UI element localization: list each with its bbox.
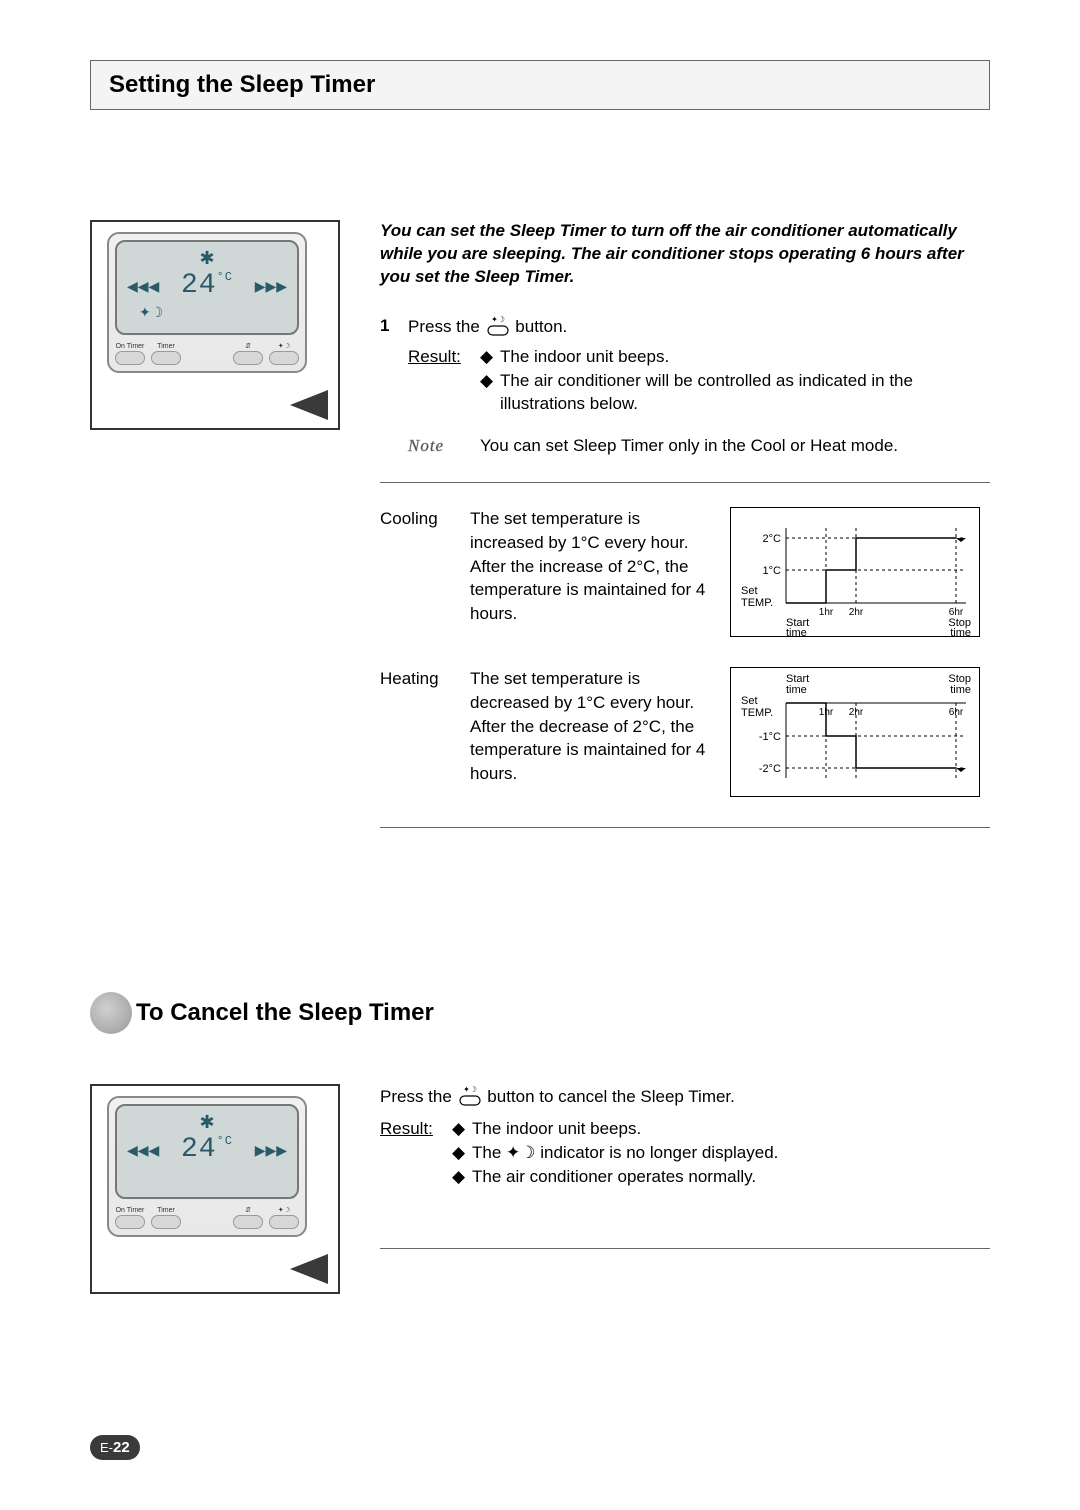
sleep-button-icon: ✦☽ bbox=[485, 314, 511, 341]
result-bullet-1: ◆ The indoor unit beeps. bbox=[480, 345, 990, 369]
svg-text:-1°C: -1°C bbox=[759, 731, 781, 743]
remote-illustration-2: ✱ ◀◀◀ 24°C ▶▶▶ On Timer Timer bbox=[90, 1084, 340, 1294]
sleep-button-icon-2: ✦☽ bbox=[457, 1084, 483, 1111]
svg-text:TEMP.: TEMP. bbox=[741, 707, 773, 719]
title-cancel: To Cancel the Sleep Timer bbox=[136, 999, 434, 1027]
pointer-arrow-icon-2 bbox=[290, 1254, 328, 1284]
svg-text:time: time bbox=[950, 627, 971, 638]
sleep-indicator-icon: ✦☽ bbox=[139, 304, 163, 321]
svg-text:✦☽: ✦☽ bbox=[463, 1085, 477, 1094]
cancel-result-2: ◆ The ✦☽ indicator is no longer displaye… bbox=[452, 1141, 990, 1165]
cancel-result-3: ◆ The air conditioner operates normally. bbox=[452, 1165, 990, 1189]
sleep-indicator-inline-icon: ✦☽ bbox=[506, 1143, 535, 1162]
note-label: Note bbox=[408, 434, 472, 458]
snowflake-icon: ✱ bbox=[199, 248, 214, 269]
remote-illustration-1: ✱ ◀◀◀ 24°C ▶▶▶ ✦☽ On Timer bbox=[90, 220, 340, 430]
sleep-button bbox=[269, 351, 299, 365]
swing-button bbox=[233, 351, 263, 365]
svg-text:6hr: 6hr bbox=[949, 707, 964, 718]
svg-text:time: time bbox=[786, 684, 807, 696]
heating-chart: Start time Stop time 1hr 2hr 6hr Set TEM… bbox=[730, 667, 980, 797]
decorative-dot-icon bbox=[90, 992, 132, 1034]
fan-right-icon-2: ▶▶▶ bbox=[255, 1142, 287, 1159]
pointer-arrow-icon bbox=[290, 390, 328, 420]
lcd-temp-2: 24°C bbox=[181, 1134, 233, 1165]
svg-text:2°C: 2°C bbox=[763, 533, 782, 545]
cancel-result-label: Result: bbox=[380, 1117, 444, 1188]
svg-text:2hr: 2hr bbox=[849, 707, 864, 718]
separator-3 bbox=[380, 1248, 990, 1249]
snowflake-icon-2: ✱ bbox=[199, 1112, 214, 1133]
step-1-text: Press the ✦☽ button. bbox=[408, 314, 990, 341]
lcd-temp: 24°C bbox=[181, 270, 233, 301]
sleep-btn-icon-small: ✦☽ bbox=[269, 343, 299, 351]
separator bbox=[380, 482, 990, 483]
step-number-1: 1 bbox=[380, 314, 394, 338]
btn-timer-label: Timer bbox=[151, 343, 181, 351]
swing-icon: ⇵ bbox=[233, 343, 263, 351]
timer-button-2 bbox=[151, 1215, 181, 1229]
cooling-label: Cooling bbox=[380, 507, 450, 531]
svg-text:1hr: 1hr bbox=[819, 607, 834, 618]
swing-button-2 bbox=[233, 1215, 263, 1229]
svg-text:TEMP.: TEMP. bbox=[741, 597, 773, 609]
separator-2 bbox=[380, 827, 990, 828]
cooling-chart: 2°C 1°C Set TEMP. 1hr 2hr 6hr Start time… bbox=[730, 507, 980, 637]
sleep-button-2 bbox=[269, 1215, 299, 1229]
svg-text:Set: Set bbox=[741, 695, 758, 707]
btn-on-timer-label: On Timer bbox=[115, 343, 145, 351]
cancel-result-1: ◆ The indoor unit beeps. bbox=[452, 1117, 990, 1141]
svg-text:2hr: 2hr bbox=[849, 607, 864, 618]
svg-text:1hr: 1hr bbox=[819, 707, 834, 718]
fan-left-icon: ◀◀◀ bbox=[127, 278, 159, 295]
fan-right-icon: ▶▶▶ bbox=[255, 278, 287, 295]
svg-text:time: time bbox=[786, 627, 807, 638]
result-bullet-2: ◆ The air conditioner will be controlled… bbox=[480, 369, 990, 417]
heating-text: The set temperature is decreased by 1°C … bbox=[470, 667, 710, 786]
on-timer-button bbox=[115, 351, 145, 365]
svg-text:✦☽: ✦☽ bbox=[491, 315, 505, 324]
title-setting: Setting the Sleep Timer bbox=[109, 71, 971, 99]
timer-button bbox=[151, 351, 181, 365]
svg-text:time: time bbox=[950, 684, 971, 696]
cooling-text: The set temperature is increased by 1°C … bbox=[470, 507, 710, 626]
svg-text:-2°C: -2°C bbox=[759, 763, 781, 775]
page-number: E-22 bbox=[90, 1435, 140, 1460]
note-text: You can set Sleep Timer only in the Cool… bbox=[480, 434, 898, 458]
section-title-setting: Setting the Sleep Timer bbox=[90, 60, 990, 110]
svg-text:1°C: 1°C bbox=[763, 565, 782, 577]
on-timer-button-2 bbox=[115, 1215, 145, 1229]
result-label: Result: bbox=[408, 345, 472, 416]
cancel-press-text: Press the ✦☽ button to cancel the Sleep … bbox=[380, 1084, 990, 1111]
svg-text:Set: Set bbox=[741, 585, 758, 597]
section-title-cancel: To Cancel the Sleep Timer bbox=[90, 992, 990, 1034]
intro-text: You can set the Sleep Timer to turn off … bbox=[380, 220, 990, 289]
heating-label: Heating bbox=[380, 667, 450, 691]
fan-left-icon-2: ◀◀◀ bbox=[127, 1142, 159, 1159]
